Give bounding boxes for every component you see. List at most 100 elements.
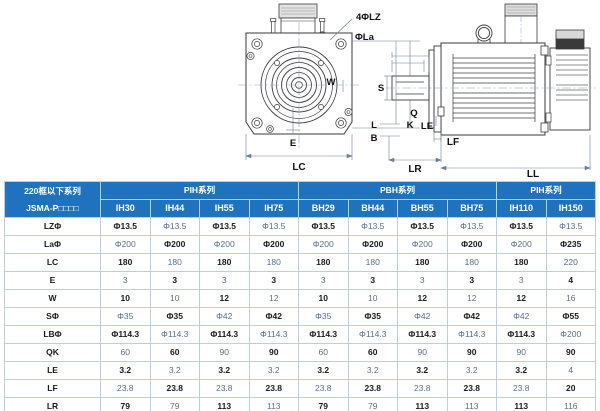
model-header-ih150: IH150: [545, 199, 596, 218]
dim-lr: [388, 136, 442, 163]
cell-LB-IH110: Φ114.3: [496, 325, 547, 344]
dim-lc: [245, 134, 353, 160]
label-lf: LF: [447, 137, 459, 148]
cell-LR-BH29: 79: [298, 397, 349, 411]
cell-La-IH110: Φ200: [496, 235, 547, 254]
label-e: E: [290, 138, 296, 149]
cell-S-BH29: Φ35: [298, 307, 349, 326]
dim-e: [286, 108, 300, 133]
table-row: LZΦ Φ13.5 Φ13.5 Φ13.5 Φ13.5 Φ13.5 Φ13.5 Φ13.5 Φ1…: [4, 217, 596, 236]
cell-LZ-IH75: Φ13.5: [248, 217, 299, 236]
cell-LC-BH29: 180: [298, 253, 349, 272]
table-corner-cell: 220框以下系列 JSMA-P□□□□: [4, 181, 101, 218]
specification-table: 220框以下系列 JSMA-P□□□□ PIH系列 PBH系列 PIH系列 IH…: [4, 181, 596, 411]
cell-LR-IH44: 79: [149, 397, 200, 411]
cell-QK-BH29: 60: [298, 343, 349, 362]
cell-LR-BH44: 79: [347, 397, 398, 411]
cell-QK-IH55: 90: [199, 343, 250, 362]
cell-QK-IH30: 60: [100, 343, 151, 362]
cell-LB-IH150: Φ200: [545, 325, 596, 344]
cell-W-BH44: 10: [347, 289, 398, 308]
cell-La-IH44: Φ200: [149, 235, 200, 254]
cell-LF-IH30: 23.8: [100, 379, 151, 398]
cell-LZ-BH44: Φ13.5: [347, 217, 398, 236]
cell-LB-BH29: Φ114.3: [298, 325, 349, 344]
cell-LR-IH30: 79: [100, 397, 151, 411]
cell-S-IH110: Φ42: [496, 307, 547, 326]
front-bolt-holes: [274, 60, 324, 110]
cell-LF-BH75: 23.8: [446, 379, 497, 398]
label-b: B: [371, 133, 378, 144]
cell-LB-BH75: Φ114.3: [446, 325, 497, 344]
cell-E-IH75: 3: [248, 271, 299, 290]
row-label: LC: [4, 253, 101, 272]
front-center-lines: [238, 22, 362, 148]
cell-LF-IH150: 20: [545, 379, 596, 398]
cell-S-IH55: Φ42: [199, 307, 250, 326]
cell-S-BH75: Φ42: [446, 307, 497, 326]
table-row: QK 60 60 90 90 60 60 90 90 90 90: [4, 343, 596, 362]
group-header-pbh: PBH系列: [298, 181, 497, 200]
cell-LZ-BH29: Φ13.5: [298, 217, 349, 236]
cell-S-BH44: Φ35: [347, 307, 398, 326]
cell-W-BH29: 10: [298, 289, 349, 308]
table-body: LZΦ Φ13.5 Φ13.5 Φ13.5 Φ13.5 Φ13.5 Φ13.5 Φ13.5 Φ1…: [4, 217, 596, 411]
group-header-pih-1: PIH系列: [100, 181, 299, 200]
cell-LF-IH110: 23.8: [496, 379, 547, 398]
row-label: E: [4, 271, 101, 290]
label-lr: LR: [408, 164, 422, 175]
cell-LR-IH110: 113: [496, 397, 547, 411]
model-header-ih44: IH44: [149, 199, 200, 218]
cell-S-IH150: Φ55: [545, 307, 596, 326]
encoder-housing: [545, 29, 591, 131]
cell-LB-IH30: Φ114.3: [100, 325, 151, 344]
cell-LC-BH75: 180: [446, 253, 497, 272]
table-row: W 10 10 12 12 10 10 12 12 12 16: [4, 289, 596, 308]
table-row: LR 79 79 113 113 79 79 113 113 113 116: [4, 397, 596, 411]
cell-LR-IH75: 113: [248, 397, 299, 411]
table-row: SΦ Φ35 Φ35 Φ42 Φ42 Φ35 Φ35 Φ42 Φ42 Φ42 Φ55: [4, 307, 596, 326]
model-header-bh44: BH44: [347, 199, 398, 218]
label-q: Q: [410, 108, 417, 119]
table-header: 220框以下系列 JSMA-P□□□□ PIH系列 PBH系列 PIH系列 IH…: [4, 181, 596, 218]
cell-W-IH75: 12: [248, 289, 299, 308]
cell-LE-IH75: 3.2: [248, 361, 299, 380]
row-label: LBΦ: [4, 325, 101, 344]
cell-E-IH110: 3: [496, 271, 547, 290]
lifting-eye: [475, 24, 493, 43]
cell-W-IH55: 12: [199, 289, 250, 308]
cell-LF-IH75: 23.8: [248, 379, 299, 398]
cell-W-IH30: 10: [100, 289, 151, 308]
model-header-ih30: IH30: [100, 199, 151, 218]
cell-La-BH75: Φ200: [446, 235, 497, 254]
cell-LB-IH55: Φ114.3: [199, 325, 250, 344]
cell-LB-BH55: Φ114.3: [397, 325, 448, 344]
cell-LE-BH44: 3.2: [347, 361, 398, 380]
row-label: SΦ: [4, 307, 101, 326]
model-header-bh75: BH75: [446, 199, 497, 218]
cell-LC-IH30: 180: [100, 253, 151, 272]
cell-LF-BH44: 23.8: [347, 379, 398, 398]
cell-La-BH44: Φ200: [347, 235, 398, 254]
cell-LE-BH29: 3.2: [298, 361, 349, 380]
table-row: LC 180 180 180 180 180 180 180 180 180 220: [4, 253, 596, 272]
cell-LZ-IH55: Φ13.5: [199, 217, 250, 236]
cell-La-BH55: Φ200: [397, 235, 448, 254]
front-connector: [278, 3, 318, 35]
leader-4philz: [329, 18, 353, 41]
cell-LR-IH150: 116: [545, 397, 596, 411]
row-label: LE: [4, 361, 101, 380]
cell-La-IH75: Φ200: [248, 235, 299, 254]
row-label: LZΦ: [4, 217, 101, 236]
cell-LE-IH110: 3.2: [496, 361, 547, 380]
cell-E-IH55: 3: [199, 271, 250, 290]
dim-ll: [440, 135, 591, 171]
cell-LE-IH44: 3.2: [149, 361, 200, 380]
corner-line-1: 220框以下系列: [24, 185, 81, 196]
dim-l-b: [380, 41, 400, 160]
cell-LC-BH55: 180: [397, 253, 448, 272]
group-header-pih-2: PIH系列: [496, 181, 596, 200]
cell-E-IH150: 4: [545, 271, 596, 290]
cell-LF-BH55: 23.8: [397, 379, 448, 398]
